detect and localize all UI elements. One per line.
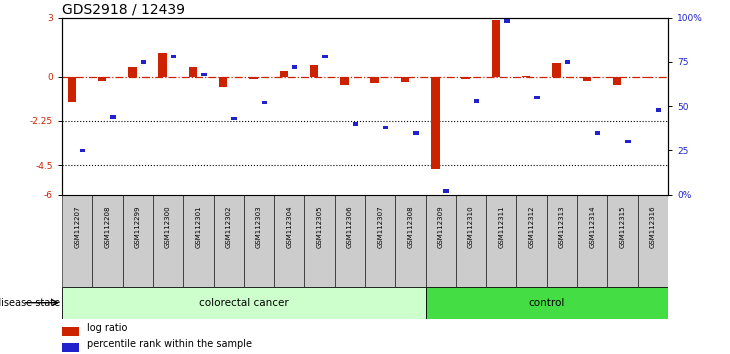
Bar	[183, 195, 214, 287]
Bar	[201, 73, 207, 76]
Bar	[607, 195, 638, 287]
Text: disease state: disease state	[0, 298, 61, 308]
Bar	[128, 67, 137, 77]
Text: GSM112306: GSM112306	[347, 206, 353, 249]
Text: GSM112310: GSM112310	[468, 206, 474, 249]
Text: GSM112311: GSM112311	[499, 206, 504, 249]
Bar	[461, 77, 470, 79]
Bar	[564, 60, 570, 64]
Text: GSM112304: GSM112304	[286, 206, 292, 248]
Bar	[474, 99, 479, 103]
Bar	[413, 131, 418, 135]
Bar	[171, 55, 176, 58]
Bar	[491, 20, 500, 77]
Bar	[67, 77, 76, 102]
Bar	[219, 77, 228, 86]
Bar	[547, 195, 577, 287]
Bar	[261, 101, 267, 104]
Text: GSM112309: GSM112309	[438, 206, 444, 249]
Bar	[249, 77, 258, 79]
Bar	[98, 77, 107, 81]
Bar	[153, 195, 183, 287]
Bar	[431, 77, 439, 169]
Bar	[625, 140, 631, 143]
Text: GSM112303: GSM112303	[256, 206, 262, 249]
Text: GSM112207: GSM112207	[74, 206, 80, 248]
Text: GSM112312: GSM112312	[529, 206, 534, 248]
Bar	[643, 77, 652, 78]
Text: GDS2918 / 12439: GDS2918 / 12439	[62, 2, 185, 17]
Text: GSM112299: GSM112299	[135, 206, 141, 248]
Bar	[456, 195, 486, 287]
Bar	[62, 195, 93, 287]
Text: GSM112314: GSM112314	[589, 206, 595, 248]
Text: GSM112307: GSM112307	[377, 206, 383, 249]
Bar	[280, 71, 288, 77]
Bar	[214, 195, 244, 287]
Text: log ratio: log ratio	[88, 323, 128, 333]
Text: GSM112305: GSM112305	[317, 206, 323, 248]
Bar	[517, 195, 547, 287]
Text: GSM112316: GSM112316	[650, 206, 656, 249]
Bar	[426, 287, 668, 319]
Bar	[612, 77, 621, 85]
Text: GSM112301: GSM112301	[196, 206, 201, 249]
Bar	[292, 65, 297, 69]
Bar	[353, 122, 358, 126]
Text: GSM112315: GSM112315	[620, 206, 626, 248]
Bar	[310, 65, 318, 77]
Bar	[486, 195, 517, 287]
Bar	[80, 149, 85, 152]
Bar	[401, 77, 410, 82]
Text: GSM112300: GSM112300	[165, 206, 171, 249]
Bar	[595, 131, 600, 135]
Text: GSM112313: GSM112313	[559, 206, 565, 249]
Bar	[304, 195, 335, 287]
Text: GSM112308: GSM112308	[407, 206, 413, 249]
Bar	[396, 195, 426, 287]
Bar	[638, 195, 668, 287]
Bar	[322, 55, 328, 58]
Bar	[62, 327, 79, 336]
Bar	[383, 126, 388, 129]
Bar	[188, 67, 197, 77]
Bar	[534, 96, 539, 99]
Bar	[62, 343, 79, 352]
Bar	[577, 195, 607, 287]
Text: colorectal cancer: colorectal cancer	[199, 298, 288, 308]
Bar	[110, 115, 115, 119]
Bar	[274, 195, 304, 287]
Bar	[231, 117, 237, 120]
Bar	[443, 189, 449, 193]
Text: GSM112302: GSM112302	[226, 206, 231, 248]
Text: control: control	[529, 298, 565, 308]
Bar	[335, 195, 365, 287]
Bar	[522, 76, 531, 77]
Bar	[583, 77, 591, 81]
Bar	[123, 195, 153, 287]
Text: percentile rank within the sample: percentile rank within the sample	[88, 339, 253, 349]
Bar	[426, 195, 456, 287]
Bar	[552, 63, 561, 77]
Bar	[340, 77, 349, 85]
Bar	[370, 77, 379, 82]
Bar	[244, 195, 274, 287]
Bar	[656, 108, 661, 112]
Text: GSM112208: GSM112208	[104, 206, 110, 248]
Bar	[93, 195, 123, 287]
Bar	[365, 195, 396, 287]
Bar	[504, 19, 510, 23]
Bar	[158, 53, 167, 77]
Bar	[140, 60, 146, 64]
Bar	[62, 287, 426, 319]
